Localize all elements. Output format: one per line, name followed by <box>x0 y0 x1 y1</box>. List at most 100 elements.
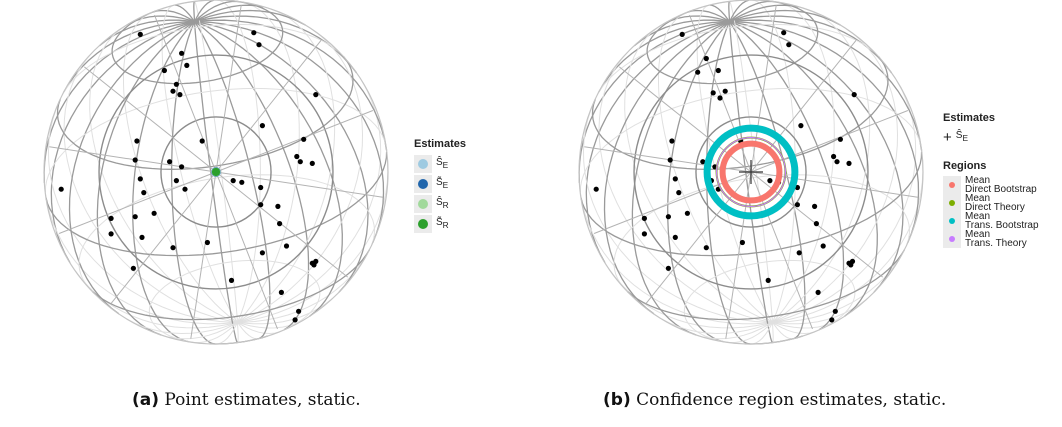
b-parallel-3 <box>591 56 889 170</box>
b-ring-0 <box>695 116 807 228</box>
b-point-17 <box>667 157 673 163</box>
legend-b-reg-item-1: Mean Direct Theory <box>943 194 1039 213</box>
legend-b-reg-line1-0: Mean <box>965 175 991 186</box>
a-point-3 <box>179 50 185 56</box>
a-meridian-8 <box>170 0 216 345</box>
caption-a: (a) Point estimates, static. <box>132 390 361 410</box>
b-parallel-back-1 <box>613 174 911 288</box>
a-sphere-outline <box>43 0 389 345</box>
a-point-1 <box>251 30 257 36</box>
b-point-5 <box>695 69 701 75</box>
a-estimate-3 <box>211 167 221 177</box>
a-meridian-back-6 <box>161 5 258 340</box>
legend-b-regions-title: Regions <box>943 160 987 172</box>
a-parallel-3 <box>56 56 354 170</box>
caption-a-text: Point estimates, static. <box>164 390 361 410</box>
b-point-25 <box>676 190 682 196</box>
legend-b: Estimates + ŜE Regions Mean Direct Bootst… <box>943 112 1039 249</box>
a-point-29 <box>151 210 157 216</box>
a-spoke-4 <box>110 171 217 305</box>
caption-b: (b) Confidence region estimates, static. <box>603 390 946 410</box>
a-spoke-6 <box>49 146 217 173</box>
b-point-0 <box>679 31 685 37</box>
a-point-35 <box>139 234 145 240</box>
b-point-4 <box>715 67 721 74</box>
b-point-15 <box>834 159 840 165</box>
b-meridian-back-11 <box>661 29 899 335</box>
a-meridian-back-3 <box>63 51 333 325</box>
b-parallel-1 <box>627 249 905 321</box>
a-meridian-back-4 <box>89 27 304 329</box>
b-point-10 <box>851 92 857 98</box>
legend-b-est-label-0: Ŝ <box>955 130 963 141</box>
a-spoke-8 <box>154 14 217 173</box>
b-point-32 <box>665 214 671 220</box>
legend-a-label-3: S̃ <box>436 217 443 228</box>
a-point-43 <box>228 277 235 283</box>
legend-a-key-2 <box>418 199 428 209</box>
a-point-7 <box>170 88 176 94</box>
b-grid <box>578 0 924 345</box>
legend-a-label-0: Ŝ <box>436 157 443 168</box>
b-meridian-back-4 <box>624 27 839 329</box>
sphere-plot-a <box>43 0 389 345</box>
b-region-2 <box>703 124 799 220</box>
legend-a-key-1 <box>418 179 428 189</box>
legend-b-reg-line1-2: Mean <box>965 211 991 222</box>
a-meridian-0 <box>50 15 358 263</box>
b-point-47 <box>820 243 826 249</box>
a-point-28 <box>258 202 264 208</box>
a-meridian-11 <box>68 9 306 315</box>
legend-a-key-0 <box>418 159 428 169</box>
b-spoke-11 <box>750 110 909 173</box>
legend-b-reg-item-2: Mean Trans. Bootstrap <box>943 211 1039 231</box>
a-meridian-back-8 <box>216 0 261 345</box>
a-point-2 <box>256 42 262 48</box>
a-spoke-10 <box>215 39 322 173</box>
b-parallel-back-3 <box>597 23 875 95</box>
a-point-47 <box>283 243 290 249</box>
b-sphere-outline <box>578 0 924 345</box>
legend-b-reg-line2-1: Direct Theory <box>965 202 1025 213</box>
legend-a-key-3 <box>418 219 428 229</box>
caption-b-label: (b) <box>603 390 631 410</box>
a-point-24 <box>58 186 64 192</box>
a-ring-0 <box>160 116 272 228</box>
b-point-12 <box>669 138 675 144</box>
b-meridian-3 <box>633 19 904 293</box>
legend-a-label-1: S̃ <box>436 177 443 188</box>
panel-a: Estimates ŜE S̃E ŜR S̃R (a) Point estima… <box>43 0 466 410</box>
legend-b-reg-key-0 <box>949 182 955 188</box>
legend-a-title: Estimates <box>414 138 466 150</box>
b-point-1 <box>781 30 787 36</box>
b-point-41 <box>848 262 854 268</box>
a-point-42 <box>130 265 136 271</box>
a-point-38 <box>259 250 265 256</box>
a-point-32 <box>132 214 138 220</box>
b-point-43 <box>765 277 771 283</box>
a-point-19 <box>179 164 185 170</box>
a-point-45 <box>296 308 302 314</box>
a-ring-1 <box>98 54 334 290</box>
b-point-11 <box>837 136 843 142</box>
a-point-8 <box>173 81 179 87</box>
a-point-33 <box>277 221 283 227</box>
b-point-29 <box>684 210 690 216</box>
b-spoke-5 <box>593 171 752 234</box>
b-meridian-4 <box>663 15 878 317</box>
legend-b-estimates-title: Estimates <box>943 112 995 124</box>
a-meridian-back-7 <box>194 1 239 343</box>
b-meridian-back-7 <box>729 1 774 343</box>
legend-b-reg-item-0: Mean Direct Bootstrap <box>943 175 1039 195</box>
a-point-10 <box>313 92 319 98</box>
b-point-24 <box>593 186 599 192</box>
a-spoke-5 <box>58 171 217 234</box>
legend-a-sub-0: E <box>442 160 449 170</box>
a-spoke-9 <box>215 5 242 173</box>
b-point-7 <box>710 90 716 96</box>
legend-b-reg-item-3: Mean Trans. Theory <box>943 230 1039 249</box>
b-point-3 <box>703 55 709 62</box>
a-point-44 <box>278 289 284 295</box>
b-point-14 <box>831 153 837 160</box>
b-point-38 <box>796 250 802 256</box>
